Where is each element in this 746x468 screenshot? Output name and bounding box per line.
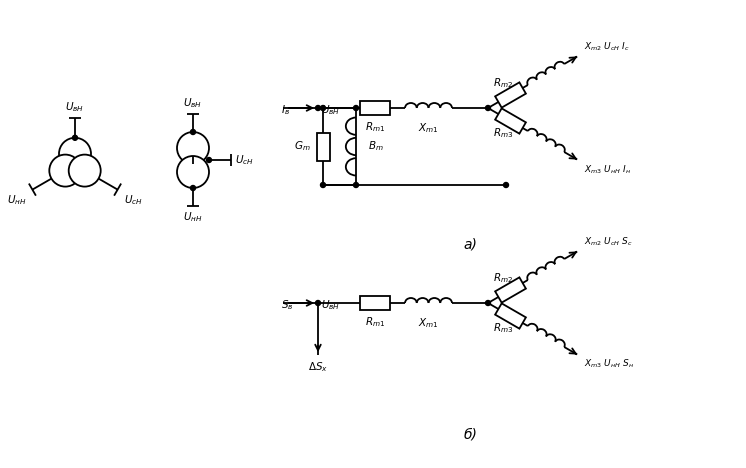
Bar [316, 132, 330, 161]
Text: $U_{вН}$: $U_{вН}$ [184, 96, 203, 110]
Circle shape [49, 154, 81, 187]
Text: $X_{m3}\ U_{нН}\ I_{н}$: $X_{m3}\ U_{нН}\ I_{н}$ [584, 163, 631, 176]
Text: $R_{m3}$: $R_{m3}$ [493, 321, 514, 335]
Circle shape [316, 300, 321, 306]
Circle shape [354, 183, 359, 188]
Circle shape [59, 138, 91, 170]
Text: а): а) [463, 238, 477, 252]
Text: $\Delta S_{х}$: $\Delta S_{х}$ [308, 360, 328, 374]
Text: $R_{m1}$: $R_{m1}$ [365, 315, 385, 329]
Text: $G_{m}$: $G_{m}$ [295, 139, 311, 154]
Circle shape [177, 132, 209, 164]
Text: $U_{нН}$: $U_{нН}$ [7, 194, 26, 207]
Text: $R_{m2}$: $R_{m2}$ [493, 76, 513, 90]
Text: $U_{вН}$: $U_{вН}$ [66, 100, 84, 114]
Circle shape [69, 154, 101, 187]
Bar [495, 82, 526, 108]
Text: $U_{нН}$: $U_{нН}$ [184, 210, 203, 224]
Bar [495, 303, 526, 329]
Bar [495, 278, 526, 303]
Text: $X_{m2}\ U_{сН}\ I_{с}$: $X_{m2}\ U_{сН}\ I_{с}$ [584, 41, 630, 53]
Text: б): б) [463, 428, 477, 442]
Circle shape [207, 158, 212, 162]
Bar [360, 101, 390, 115]
Circle shape [321, 183, 325, 188]
Text: $R_{m2}$: $R_{m2}$ [493, 271, 513, 285]
Circle shape [486, 300, 491, 306]
Circle shape [486, 105, 491, 110]
Text: $U_{вН}$: $U_{вН}$ [321, 298, 340, 312]
Circle shape [177, 156, 209, 188]
Text: $U_{вН}$: $U_{вН}$ [321, 103, 340, 117]
Bar [495, 109, 526, 134]
Text: $I_{в}$: $I_{в}$ [281, 103, 290, 117]
Circle shape [354, 105, 359, 110]
Circle shape [321, 105, 325, 110]
Circle shape [190, 130, 195, 134]
Bar [360, 296, 390, 310]
Circle shape [72, 135, 78, 140]
Text: $X_{m1}$: $X_{m1}$ [419, 121, 439, 135]
Circle shape [504, 183, 509, 188]
Text: $R_{m1}$: $R_{m1}$ [365, 120, 385, 134]
Circle shape [190, 185, 195, 190]
Text: $X_{m1}$: $X_{m1}$ [419, 316, 439, 330]
Text: $B_{m}$: $B_{m}$ [368, 139, 383, 154]
Text: $S_{в}$: $S_{в}$ [281, 298, 293, 312]
Text: $U_{сН}$: $U_{сН}$ [235, 153, 254, 167]
Text: $U_{сН}$: $U_{сН}$ [124, 194, 142, 207]
Text: $X_{m3}\ U_{нН}\ S_{н}$: $X_{m3}\ U_{нН}\ S_{н}$ [584, 358, 634, 371]
Circle shape [316, 105, 321, 110]
Text: $X_{m2}\ U_{сН}\ S_{с}$: $X_{m2}\ U_{сН}\ S_{с}$ [584, 235, 633, 248]
Text: $R_{m3}$: $R_{m3}$ [493, 126, 514, 140]
